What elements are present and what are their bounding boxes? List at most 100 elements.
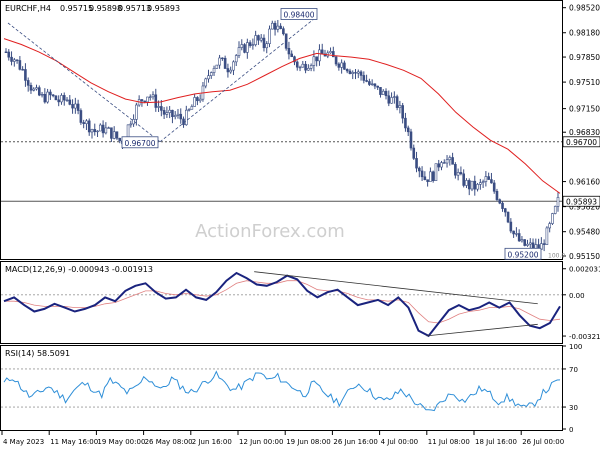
candle-body: [490, 179, 493, 184]
candle-body: [476, 184, 479, 190]
candle-body: [221, 57, 224, 60]
candle-body: [440, 162, 443, 168]
candle-body: [74, 103, 77, 109]
candle-body: [329, 51, 332, 54]
candle-body: [495, 190, 499, 200]
macd-y-tick-label: -0.003214: [569, 333, 600, 341]
candle-body: [223, 57, 227, 69]
candle-body: [65, 99, 69, 102]
candle-body: [448, 157, 452, 161]
candle-body: [185, 109, 188, 126]
symbol-label: EURCHF,H4: [5, 4, 51, 13]
price-y-tick-label: 0.96160: [569, 178, 600, 187]
x-tick-label: 19 Jun 08:00: [286, 438, 330, 446]
candle-body: [171, 109, 174, 118]
candle-body: [506, 211, 510, 223]
candle-body: [503, 208, 507, 213]
candle-body: [348, 70, 352, 74]
macd-main-line: [3, 271, 561, 338]
candle-body: [548, 223, 551, 229]
candle-body: [528, 242, 532, 245]
price-level-value: 0.96700: [566, 138, 597, 147]
candle-body: [57, 99, 61, 103]
rsi-panel-frame: [0, 345, 563, 431]
candle-body: [418, 167, 421, 172]
candle-body: [246, 42, 249, 53]
candle-body: [301, 63, 305, 68]
x-tick-label: 11 May 16:00: [50, 438, 98, 446]
candle-body: [456, 172, 460, 176]
candle-body: [126, 124, 130, 139]
candle-body: [553, 206, 557, 214]
price-candles: [4, 19, 560, 255]
rsi-y-tick-label: 70: [569, 366, 578, 374]
candle-body: [404, 117, 407, 129]
candle-body: [515, 233, 518, 235]
candle-body: [262, 37, 266, 49]
candle-body: [501, 202, 504, 209]
candle-body: [229, 69, 232, 73]
swing-high-label-box: [280, 8, 318, 20]
candle-body: [204, 78, 208, 87]
candle-body: [359, 71, 363, 76]
candle-body: [251, 44, 255, 46]
candle-body: [76, 103, 80, 111]
rsi-y-axis: 100 70 30 0: [562, 343, 582, 434]
rsi-y-tick-label: 30: [569, 404, 578, 412]
price-level-value: 0.95893: [566, 197, 597, 206]
candle-body: [290, 53, 294, 58]
candle-body: [442, 162, 446, 164]
candle-body: [434, 163, 438, 182]
candle-body: [110, 127, 113, 139]
ohlc-low: 0.95713: [118, 4, 151, 13]
candle-body: [337, 63, 341, 68]
ohlc-open: 0.95715: [60, 4, 93, 13]
candle-body: [135, 104, 138, 120]
candle-body: [10, 56, 13, 62]
candle-body: [406, 127, 410, 133]
candle-body: [318, 49, 321, 62]
x-tick-label: 19 May 00:00: [97, 438, 145, 446]
candle-body: [473, 180, 477, 190]
candle-body: [343, 62, 346, 70]
price-y-tick-label: 0.98180: [569, 29, 600, 38]
swing-low-label: 0.95200: [507, 250, 538, 259]
rsi-y-tick-label: 100: [569, 343, 582, 351]
candle-body: [498, 199, 502, 204]
candle-body: [542, 243, 546, 245]
candle-body: [13, 59, 16, 62]
candle-body: [140, 99, 144, 102]
candle-body: [87, 120, 91, 133]
candle-body: [479, 182, 482, 185]
candle-body: [176, 113, 180, 116]
fib-percent-label: 100.0: [548, 252, 565, 259]
candle-body: [43, 93, 47, 103]
candle-body: [509, 221, 513, 232]
candle-body: [398, 105, 402, 108]
macd-trendline: [254, 271, 538, 305]
candle-body: [209, 72, 213, 76]
swing-mid-label: 0.96700: [124, 139, 155, 148]
candle-body: [160, 106, 163, 111]
macd-y-axis: 0.002031 0.00 -0.003214: [562, 266, 600, 341]
candle-body: [248, 42, 252, 46]
candle-body: [304, 63, 307, 71]
x-tick-label: 4 Jul 00:00: [381, 438, 419, 446]
candle-body: [365, 80, 368, 82]
candle-body: [293, 56, 296, 63]
price-y-tick-label: 0.97510: [569, 78, 600, 87]
candle-body: [445, 159, 449, 164]
candle-body: [71, 104, 74, 109]
candle-body: [179, 113, 183, 120]
price-y-tick-label: 0.97850: [569, 53, 600, 62]
ohlc-close: 0.95893: [147, 4, 180, 13]
candle-body: [54, 95, 58, 101]
candle-body: [268, 28, 271, 44]
candle-body: [379, 87, 382, 95]
candle-body: [390, 97, 393, 104]
candle-body: [332, 51, 335, 58]
candle-body: [257, 35, 260, 41]
candle-body: [182, 118, 185, 126]
candle-body: [512, 230, 515, 235]
candle-body: [168, 109, 171, 113]
